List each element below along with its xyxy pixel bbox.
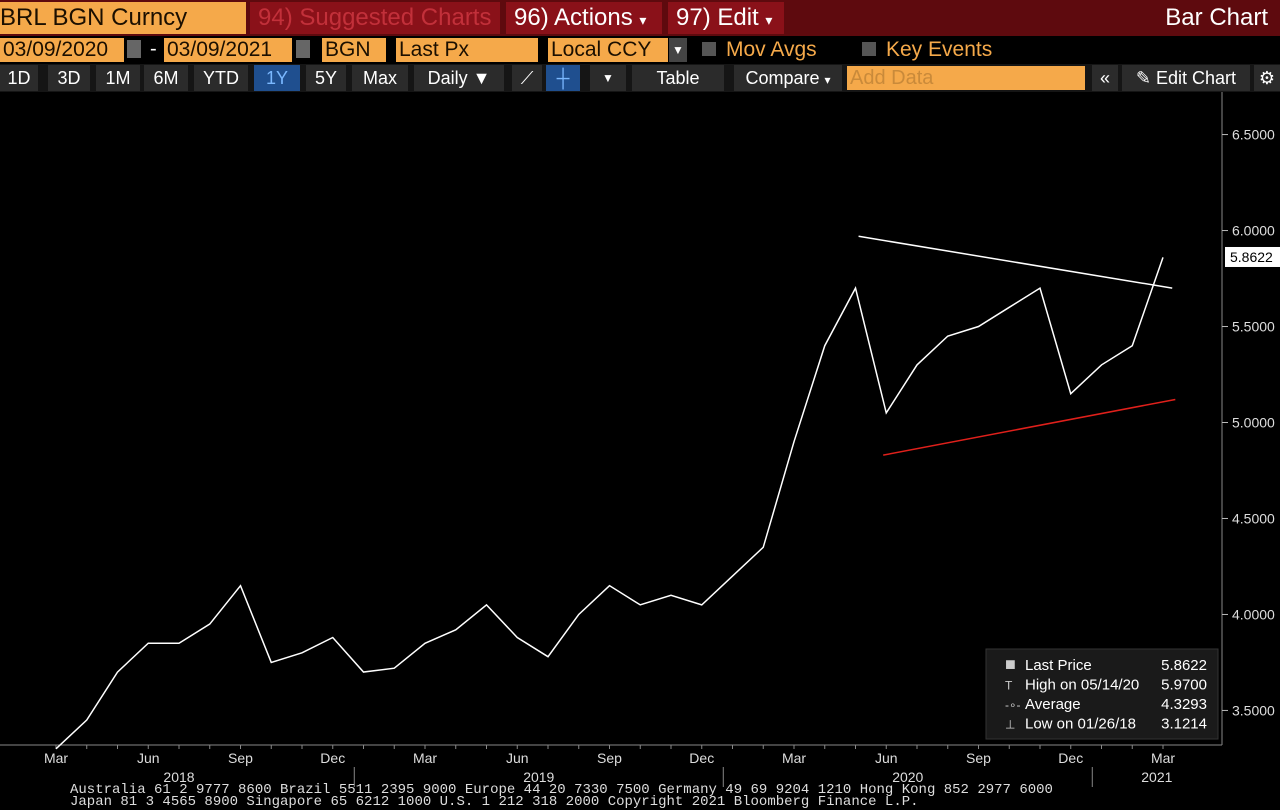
compare-label: Compare (745, 68, 820, 88)
frequency[interactable]: Daily ▼ (414, 65, 504, 91)
field-select[interactable]: Last Px (396, 38, 538, 62)
legend-icon: ■ (1005, 654, 1016, 674)
x-tick-label: Mar (413, 750, 437, 766)
tab-label: Suggested Charts (299, 4, 492, 31)
table-button[interactable]: Table (632, 65, 724, 91)
x-tick-label: Dec (320, 750, 345, 766)
x-tick-label: Sep (597, 750, 622, 766)
x-tick-label: Jun (137, 750, 160, 766)
footer: Australia 61 2 9777 8600 Brazil 5511 239… (70, 782, 1053, 810)
edit-chart-button[interactable]: ✎ Edit Chart (1122, 65, 1250, 91)
end-date[interactable]: 03/09/2021 (164, 38, 292, 62)
legend-label: Average (1025, 696, 1081, 713)
year-label: 2018 (163, 769, 194, 785)
y-tick-label: 4.0000 (1232, 606, 1275, 622)
x-tick-label: Mar (1151, 750, 1175, 766)
trend-line (883, 398, 1176, 456)
footer-line: Japan 81 3 4565 8900 Singapore 65 6212 1… (70, 794, 919, 810)
last-price-tag (1225, 246, 1280, 267)
frequency-label: Daily (427, 68, 468, 88)
trend-line (858, 235, 1173, 289)
source-field[interactable]: BGN (322, 38, 386, 62)
y-tick-label: 5.0000 (1232, 415, 1275, 431)
year-label: 2021 (1141, 769, 1172, 785)
currency-select[interactable]: Local CCY (548, 38, 668, 62)
dropdown-arrow[interactable]: ▼ (590, 65, 626, 91)
chart: 3.5000 4.0000 4.5000 5.0000 5.5000 6.0000 6.50… (0, 92, 1280, 787)
tab-label: Edit (717, 4, 759, 31)
period-button[interactable]: 1Y (254, 65, 300, 91)
settings-button[interactable]: ⚙ (1254, 65, 1280, 91)
last-price-label: 5.8622 (1230, 249, 1273, 265)
ticker-field[interactable]: BRL BGN Curncy (0, 2, 246, 34)
legend-icon: -∘- (1005, 698, 1021, 712)
view-name: Bar Chart (1165, 4, 1268, 31)
tab[interactable]: 97) Edit ▾ (668, 2, 784, 34)
legend-box (985, 648, 1219, 740)
start-date[interactable]: 03/09/2020 (0, 38, 124, 62)
tab[interactable]: 94) Suggested Charts (250, 2, 500, 34)
y-tick-label: 4.5000 (1232, 510, 1275, 526)
add-data-field[interactable]: Add Data (847, 66, 1085, 90)
y-tick-label: 6.0000 (1232, 223, 1275, 239)
period-button[interactable]: 6M (144, 65, 188, 91)
checkbox[interactable] (862, 42, 876, 56)
legend: ■ Last Price 5.8622 T High on 05/14/20 5.9700… (985, 648, 1219, 740)
x-tick-label: Mar (44, 750, 68, 766)
x-tick-label: Jun (875, 750, 898, 766)
period-button[interactable]: 3D (48, 65, 90, 91)
legend-value: 5.9700 (1161, 677, 1207, 694)
period-button[interactable]: 1D (0, 65, 38, 91)
x-tick-label: Mar (782, 750, 806, 766)
x-tick-label: Jun (506, 750, 529, 766)
year-label: 2019 (523, 769, 554, 785)
edit-chart-label: Edit Chart (1156, 68, 1237, 88)
footer-line: Australia 61 2 9777 8600 Brazil 5511 239… (70, 782, 1053, 798)
x-tick-label: Sep (228, 750, 253, 766)
tab-num: 94) (258, 4, 293, 31)
key-events[interactable]: Key Events (886, 38, 993, 61)
compare-button[interactable]: Compare ▾ (734, 65, 842, 91)
legend-value: 4.3293 (1161, 696, 1207, 713)
calendar-icon[interactable] (127, 40, 141, 58)
tab-label: Actions (554, 4, 633, 31)
legend-value: 3.1214 (1161, 716, 1207, 733)
legend-label: Last Price (1025, 657, 1092, 674)
line-icon[interactable]: ⟋ (512, 65, 542, 91)
mov-avgs[interactable]: Mov Avgs (726, 38, 817, 61)
tab-num: 97) (676, 4, 711, 31)
legend-label: Low on 01/26/18 (1025, 716, 1136, 733)
price-line (55, 257, 1164, 750)
period-button[interactable]: 5Y (306, 65, 346, 91)
dropdown-arrow[interactable]: ▼ (669, 38, 687, 62)
legend-icon: ⊥ (1005, 718, 1015, 732)
x-tick-label: Sep (966, 750, 991, 766)
x-tick-label: Dec (689, 750, 714, 766)
period-button[interactable]: 1M (96, 65, 140, 91)
y-tick-label: 3.5000 (1232, 702, 1275, 718)
tab[interactable]: 96) Actions ▾ (506, 2, 662, 34)
bar-icon[interactable]: ┼ (546, 65, 580, 91)
y-tick-label: 6.5000 (1232, 127, 1275, 143)
year-label: 2020 (892, 769, 923, 785)
collapse-button[interactable]: « (1092, 65, 1118, 91)
calendar-icon[interactable] (296, 40, 310, 58)
dash: - (150, 38, 157, 60)
period-button[interactable]: Max (352, 65, 408, 91)
y-tick-label: 5.5000 (1232, 319, 1275, 335)
legend-label: High on 05/14/20 (1025, 677, 1139, 694)
x-tick-label: Dec (1058, 750, 1083, 766)
checkbox[interactable] (702, 42, 716, 56)
legend-value: 5.8622 (1161, 657, 1207, 674)
period-button[interactable]: YTD (194, 65, 248, 91)
tab-num: 96) (514, 4, 549, 31)
legend-icon: T (1005, 679, 1013, 693)
